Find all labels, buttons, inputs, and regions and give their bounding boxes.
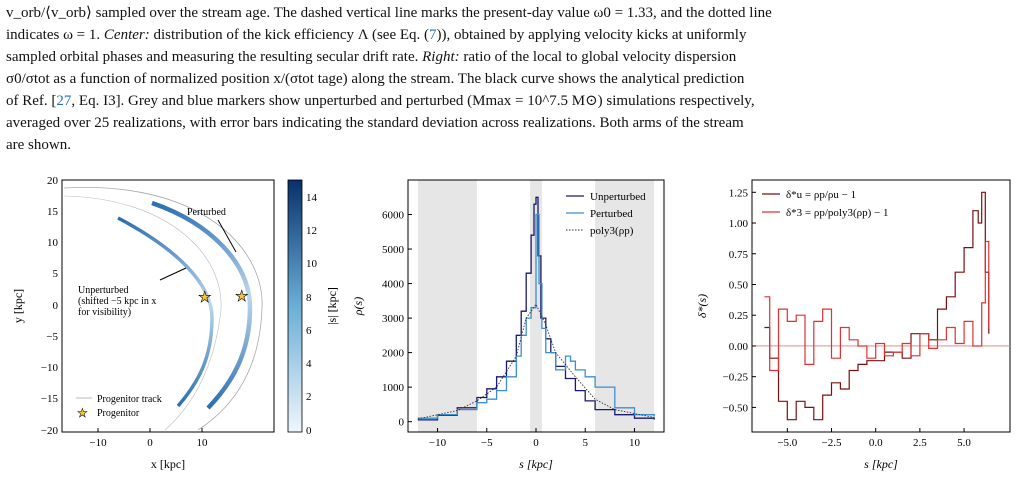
center-panel: −10 −5 0 5 10 0 1000 2000 3000 4000 5000 6000 Unpe… [351,179,665,471]
left-axes-frame [61,179,275,433]
figure-caption: v_orb/⟨v_orb⟩ sampled over the stream ag… [6,2,1022,156]
center-ytick-label-5: 5000 [382,244,405,256]
svg-text:−5: −5 [46,331,58,343]
left-panel: ★ ★ Perturbed Unperturbed (shifted −5 kp… [11,175,275,471]
right-ytick-label-2: 0.75 [729,249,749,261]
series-line-0 [417,196,655,421]
center-ytick-label-4: 4000 [382,279,405,291]
annotation-unperturbed: Unperturbed [78,285,129,296]
arrow-unperturbed [159,267,187,281]
delta-legend-label-0: δ*u = ρp/ρu − 1 [786,189,856,201]
center-xtick-label-4: 10 [629,437,641,449]
progenitor-star-perturbed: ★ [235,289,248,305]
caption-line-3: sampled orbital phases and measuring the… [6,49,737,65]
caption-line-1: v_orb/⟨v_orb⟩ sampled over the stream ag… [6,5,772,21]
annotation-perturbed: Perturbed [187,207,226,218]
svg-text:4: 4 [306,358,312,370]
center-ytick-label-0: 0 [399,417,405,429]
eq-ref-link[interactable]: 7 [429,27,437,43]
right-ytick-label-4: 0.25 [729,310,749,322]
svg-text:10: 10 [306,258,318,270]
left-yticks: 20 15 10 5 0 −5 −10 −15 −20 [41,175,59,437]
svg-text:6: 6 [306,325,312,337]
legend-label-2: poly3(ρp) [590,225,634,237]
annotation-unperturbed-shift: (shifted −5 kpc in x [78,296,156,307]
left-ylabel: y [kpc] [11,289,25,323]
center-xtick-label-2: 0 [533,437,539,449]
svg-text:10: 10 [197,437,209,449]
legend-star-icon: ★ [77,406,88,420]
perturbed-stream-arm [151,200,253,410]
svg-text:−10: −10 [41,362,59,374]
legend-label-1: Perturbed [590,208,633,220]
svg-text:20: 20 [47,175,59,187]
center-ylabel: ρ(s) [351,297,365,316]
svg-text:14: 14 [306,192,318,204]
svg-text:12: 12 [306,225,317,237]
shaded-region-0 [417,180,477,432]
series-line-1 [417,213,655,419]
left-xlabel: x [kpc] [151,457,185,471]
center-ytick-label-1: 1000 [382,382,405,394]
right-xtick-label-4: 5.0 [957,437,971,449]
svg-text:2: 2 [306,391,312,403]
colorbar: 14 12 10 8 6 4 2 0 |s| [kpc] [287,179,339,437]
right-ylabel: δ*(s) [695,294,709,318]
caption-line-4: σ0/σtot as a function of normalized posi… [6,71,745,87]
center-ytick-label-2: 2000 [382,348,405,360]
figure-panels: ★ ★ Perturbed Unperturbed (shifted −5 kp… [11,175,1011,471]
colorbar-label: |s| [kpc] [325,287,339,325]
center-xtick-label-0: −10 [429,437,447,449]
caption-line-2: indicates ω = 1. Center: distribution of… [6,27,747,43]
center-ytick-label-6: 6000 [382,210,405,222]
delta-series-0 [764,191,990,421]
right-ytick-label-3: 0.50 [729,279,749,291]
caption-line-5: of Ref. [27, Eq. I3]. Grey and blue mark… [6,93,755,109]
svg-text:0: 0 [147,437,153,449]
left-xticks: −10 0 10 [89,428,208,449]
right-ytick-label-7: −0.50 [723,402,749,414]
right-xtick-label-0: −5.0 [777,437,797,449]
svg-text:5: 5 [53,268,59,280]
right-ytick-label-0: 1.25 [729,187,749,199]
svg-text:0: 0 [306,425,312,437]
svg-text:8: 8 [306,292,312,304]
right-ytick-label-6: −0.25 [723,372,749,384]
caption-line-7: are shown. [6,137,71,153]
progenitor-track-shifted [63,195,222,431]
shaded-region-2 [595,180,655,432]
right-axes-frame [751,179,1011,433]
center-xtick-label-1: −5 [481,437,493,449]
colorbar-ticks: 14 12 10 8 6 4 2 0 [306,192,318,437]
arrow-perturbed [217,219,237,253]
right-ytick-label-5: 0.00 [729,341,749,353]
center-xtick-label-3: 5 [582,437,588,449]
svg-text:10: 10 [47,237,59,249]
svg-text:−20: −20 [41,425,59,437]
caption-line-6: averaged over 25 realizations, with erro… [6,115,744,131]
legend-progenitor-track: Progenitor track [97,394,162,405]
series-line-2 [417,303,655,420]
annotation-unperturbed-visibility: for visibility) [78,307,131,318]
svg-text:−15: −15 [41,393,59,405]
right-xtick-label-1: −2.5 [822,437,842,449]
svg-text:15: 15 [47,206,59,218]
right-ytick-label-1: 1.00 [729,218,749,230]
delta-series-1 [764,240,990,372]
progenitor-track [63,186,263,431]
center-xlabel: s [kpc] [519,457,553,471]
svg-text:0: 0 [53,300,59,312]
legend-label-0: Unperturbed [590,191,646,203]
legend-progenitor: Progenitor [97,408,140,419]
progenitor-star-unperturbed: ★ [198,290,211,306]
citation-link[interactable]: 27 [56,93,72,109]
unperturbed-stream-arm [117,216,214,408]
right-xtick-label-2: 0.0 [869,437,883,449]
delta-legend-label-1: δ*3 = ρp/poly3(ρp) − 1 [786,207,889,219]
svg-text:−10: −10 [89,437,107,449]
right-xlabel: s [kpc] [864,457,898,471]
right-panel: −5.0 −2.5 0.0 2.5 5.0 1.25 1.00 0.75 0.50 0.25 0.… [695,179,1011,471]
center-ytick-label-3: 3000 [382,313,405,325]
right-xtick-label-3: 2.5 [913,437,927,449]
